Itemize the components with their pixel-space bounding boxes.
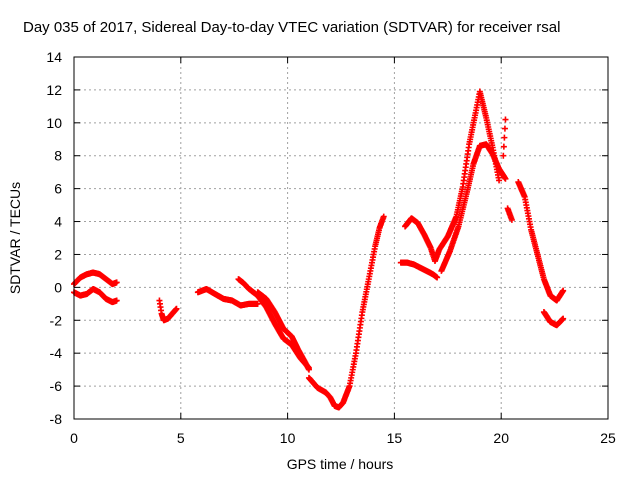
data-point — [508, 216, 515, 223]
x-tick-label: 5 — [177, 430, 185, 446]
data-point — [500, 143, 507, 150]
data-arc — [515, 179, 567, 304]
y-tick-label: -4 — [50, 345, 63, 361]
data-point — [501, 125, 508, 132]
data-point — [501, 134, 508, 141]
y-tick-label: 12 — [46, 82, 62, 98]
y-tick-label: 4 — [54, 214, 62, 230]
data-arc — [438, 141, 509, 274]
data-point — [496, 177, 503, 184]
y-tick-label: -8 — [50, 411, 63, 427]
data-arc — [305, 213, 387, 411]
data-point — [254, 300, 261, 307]
y-tick-label: 8 — [54, 148, 62, 164]
x-tick-label: 10 — [280, 430, 296, 446]
x-tick-label: 20 — [493, 430, 509, 446]
data-arc — [540, 309, 567, 329]
data-point — [380, 213, 387, 220]
data-point — [305, 366, 312, 373]
data-arc — [254, 289, 312, 373]
y-tick-label: 0 — [54, 279, 62, 295]
data-arc — [194, 286, 261, 309]
data-point — [434, 274, 441, 281]
y-tick-label: 10 — [46, 115, 62, 131]
data-arc — [71, 269, 120, 288]
data-arc — [71, 286, 120, 306]
data-point — [500, 152, 507, 159]
data-point — [113, 297, 120, 304]
y-tick-label: -6 — [50, 378, 63, 394]
y-tick-label: 6 — [54, 181, 62, 197]
x-tick-label: 15 — [387, 430, 403, 446]
data-arc — [397, 259, 441, 281]
chart-title: Day 035 of 2017, Sidereal Day-to-day VTE… — [23, 19, 560, 36]
data-point — [113, 279, 120, 286]
plot-frame — [73, 56, 609, 420]
data-arc — [504, 205, 515, 223]
data-arc — [156, 297, 180, 324]
data-point — [173, 305, 180, 312]
x-tick-label: 25 — [600, 430, 616, 446]
x-tick-label: 0 — [70, 430, 78, 446]
x-axis-label: GPS time / hours — [287, 456, 394, 472]
data-point — [502, 116, 509, 123]
data-point — [560, 287, 567, 294]
axis-ticks: 0 5 10 15 20 25 -8 -6 -4 -2 0 2 4 6 8 10 12 14 — [46, 49, 616, 446]
data-series — [71, 88, 567, 411]
y-tick-label: -2 — [50, 312, 63, 328]
data-point — [560, 315, 567, 322]
data-point — [502, 175, 509, 182]
y-tick-label: 2 — [54, 246, 62, 262]
grid-lines — [74, 57, 608, 419]
data-arc — [500, 116, 509, 159]
y-axis-label: SDTVAR / TECUs — [7, 182, 23, 294]
y-tick-label: 14 — [46, 49, 62, 65]
